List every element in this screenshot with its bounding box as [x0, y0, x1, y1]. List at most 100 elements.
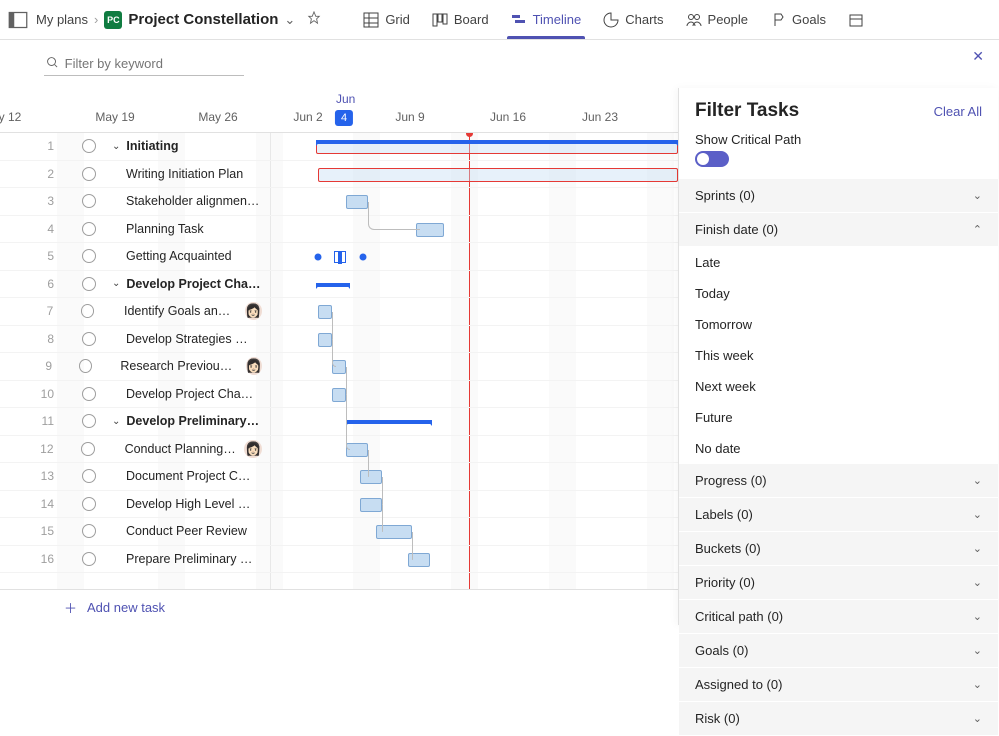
keyword-filter[interactable]: [44, 52, 244, 77]
tab-board[interactable]: Board: [422, 0, 499, 39]
filter-option[interactable]: Today: [695, 278, 982, 309]
status-circle[interactable]: [82, 524, 96, 538]
filter-option[interactable]: No date: [695, 433, 982, 464]
project-selector[interactable]: PC Project Constellation ⌄: [104, 11, 295, 29]
chevron-down-icon[interactable]: ⌄: [112, 416, 120, 427]
filter-option[interactable]: This week: [695, 340, 982, 371]
filter-group[interactable]: Sprints (0)⌄: [679, 179, 998, 213]
avatar[interactable]: [245, 302, 262, 320]
milestone[interactable]: [315, 254, 322, 261]
row-number: 16: [34, 552, 54, 566]
milestone[interactable]: [334, 251, 346, 263]
status-circle[interactable]: [81, 304, 95, 318]
tab-label: Timeline: [533, 12, 582, 27]
milestone[interactable]: [360, 254, 367, 261]
task-name: Prepare Preliminary …: [126, 552, 252, 566]
date-label: May 26: [198, 110, 237, 124]
filter-group[interactable]: Labels (0)⌄: [679, 498, 998, 532]
tab-more[interactable]: [838, 0, 874, 39]
filter-group-label: Finish date (0): [695, 222, 778, 237]
gantt-bar[interactable]: [318, 168, 678, 182]
task-name: Develop Project Cha…: [126, 387, 253, 401]
task-name: Getting Acquainted: [126, 249, 232, 263]
filter-group[interactable]: Assigned to (0)⌄: [679, 668, 998, 702]
task-row[interactable]: 8Develop Strategies …: [0, 326, 678, 354]
gantt-bar[interactable]: [346, 195, 368, 209]
dependency-link: [346, 367, 347, 395]
chevron-down-icon[interactable]: ⌄: [112, 141, 120, 152]
tab-goals[interactable]: Goals: [760, 0, 836, 39]
dependency-link: [368, 202, 420, 230]
filter-group[interactable]: Progress (0)⌄: [679, 464, 998, 498]
status-circle[interactable]: [82, 414, 96, 428]
filter-group[interactable]: Finish date (0) ⌃: [679, 213, 998, 247]
chevron-up-icon: ⌃: [973, 223, 982, 236]
filter-group[interactable]: Goals (0)⌄: [679, 634, 998, 668]
tab-grid[interactable]: Grid: [353, 0, 420, 39]
timeline-icon: [511, 12, 527, 28]
status-circle[interactable]: [82, 139, 96, 153]
filter-group[interactable]: Buckets (0)⌄: [679, 532, 998, 566]
gantt-bar[interactable]: [332, 388, 346, 402]
status-circle[interactable]: [79, 359, 92, 373]
gantt-bar[interactable]: [416, 223, 444, 237]
status-circle[interactable]: [81, 442, 95, 456]
clear-all-button[interactable]: Clear All: [934, 104, 982, 119]
status-circle[interactable]: [82, 552, 96, 566]
chevron-down-icon[interactable]: ⌄: [284, 12, 295, 28]
chevron-down-icon: ⌄: [973, 678, 982, 691]
avatar[interactable]: [244, 440, 262, 458]
status-circle[interactable]: [82, 277, 96, 291]
task-row[interactable]: 12Conduct Planning …: [0, 436, 678, 464]
critical-path-toggle[interactable]: [695, 151, 729, 167]
filter-group[interactable]: Priority (0)⌄: [679, 566, 998, 600]
month-label: Jun: [336, 92, 355, 106]
pin-icon[interactable]: [307, 11, 321, 28]
task-row[interactable]: 3Stakeholder alignment…: [0, 188, 678, 216]
app-header: My plans › PC Project Constellation ⌄ Gr…: [0, 0, 999, 40]
task-row[interactable]: 4Planning Task: [0, 216, 678, 244]
search-icon: [46, 56, 59, 72]
search-input[interactable]: [65, 56, 242, 71]
tab-charts[interactable]: Charts: [593, 0, 673, 39]
tab-timeline[interactable]: Timeline: [501, 0, 592, 39]
gantt-bar[interactable]: [316, 283, 350, 287]
status-circle[interactable]: [82, 332, 96, 346]
gantt-bar[interactable]: [346, 420, 432, 424]
filter-option[interactable]: Late: [695, 247, 982, 278]
panel-toggle-icon[interactable]: [8, 10, 28, 30]
status-circle[interactable]: [82, 167, 96, 181]
view-tabs: GridBoard Timeline ChartsPeopleGoals: [353, 0, 874, 39]
task-row[interactable]: 16 Prepare Preliminary …: [0, 546, 678, 574]
task-row[interactable]: 14Develop High Level …: [0, 491, 678, 519]
filter-option[interactable]: Next week: [695, 371, 982, 402]
gantt-grid[interactable]: 1⌄Initiating2Writing Initiation Plan3Sta…: [0, 133, 678, 625]
tab-people[interactable]: People: [676, 0, 758, 39]
filter-option[interactable]: Tomorrow: [695, 309, 982, 340]
task-row[interactable]: 7Identify Goals and …: [0, 298, 678, 326]
filter-group-label: Sprints (0): [695, 188, 755, 203]
gantt-bar[interactable]: [318, 333, 332, 347]
status-circle[interactable]: [82, 497, 96, 511]
status-circle[interactable]: [82, 469, 96, 483]
status-circle[interactable]: [82, 387, 96, 401]
gantt-bar[interactable]: [360, 470, 382, 484]
breadcrumb-my-plans[interactable]: My plans: [36, 12, 88, 27]
status-circle[interactable]: [82, 249, 96, 263]
status-circle[interactable]: [82, 222, 96, 236]
task-row[interactable]: 15Conduct Peer Review: [0, 518, 678, 546]
gantt-bar[interactable]: [318, 305, 332, 319]
task-name: Develop Strategies …: [126, 332, 248, 346]
filter-group[interactable]: Risk (0)⌄: [679, 702, 998, 736]
chevron-down-icon[interactable]: ⌄: [112, 278, 120, 289]
filter-option[interactable]: Future: [695, 402, 982, 433]
task-row[interactable]: 13Document Project C…: [0, 463, 678, 491]
filter-group[interactable]: Critical path (0)⌄: [679, 600, 998, 634]
task-row[interactable]: 11⌄Develop Preliminary …: [0, 408, 678, 436]
gantt-bar[interactable]: [360, 498, 382, 512]
close-icon[interactable]: ✕: [972, 48, 984, 65]
status-circle[interactable]: [82, 194, 96, 208]
add-task-button[interactable]: ＋ Add new task: [0, 589, 678, 625]
avatar[interactable]: [246, 357, 262, 375]
row-number: 7: [34, 304, 53, 318]
